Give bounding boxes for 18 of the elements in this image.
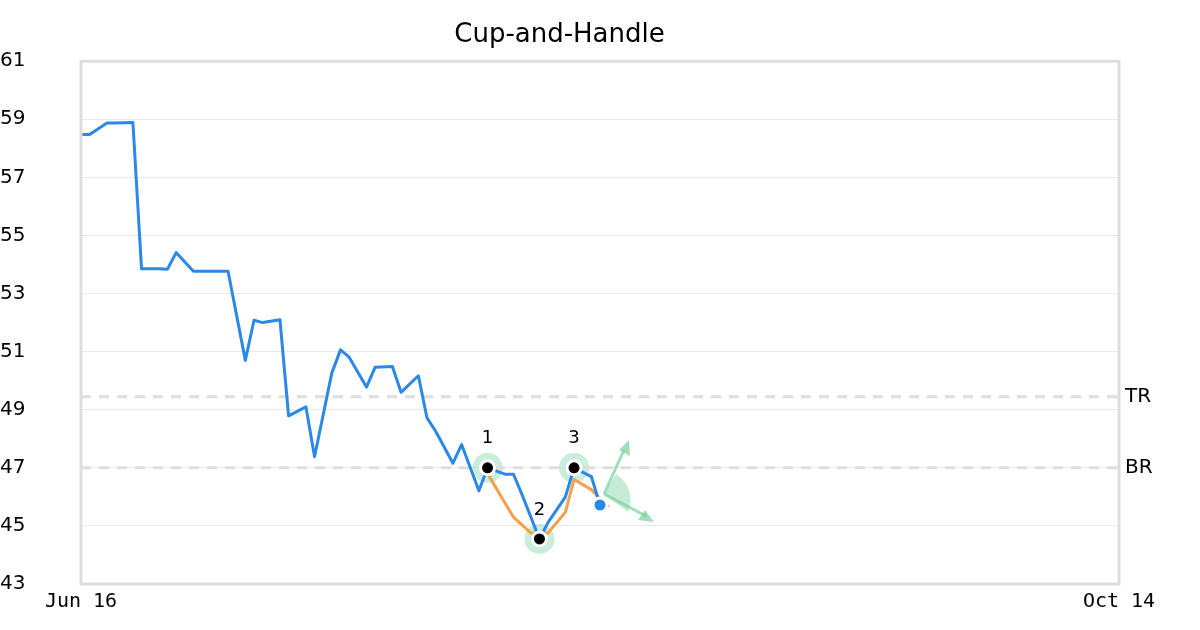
x-tick-label: Oct 14 [1082, 588, 1156, 613]
y-tick-label: 43 [0, 570, 26, 595]
annotation: 1 [481, 426, 494, 448]
y-tick-label: 47 [0, 454, 26, 479]
annotation: 2 [533, 497, 546, 519]
y-tick-label: 55 [0, 221, 26, 246]
y-tick-label: 49 [0, 395, 26, 420]
x-tick-label: Jun 16 [44, 588, 118, 613]
y-tick-label: 61 [0, 47, 26, 72]
chart-title: Cup-and-Handle [454, 18, 665, 49]
ref-line-label: BR [1125, 454, 1153, 479]
y-tick-label: 57 [0, 163, 26, 188]
y-tick-label: 51 [0, 337, 26, 362]
ref-line-label: TR [1124, 382, 1152, 407]
y-tick-label: 45 [0, 512, 26, 537]
annotation: 3 [568, 426, 580, 448]
y-tick-label: 53 [0, 279, 26, 304]
y-tick-label: 59 [0, 105, 26, 130]
